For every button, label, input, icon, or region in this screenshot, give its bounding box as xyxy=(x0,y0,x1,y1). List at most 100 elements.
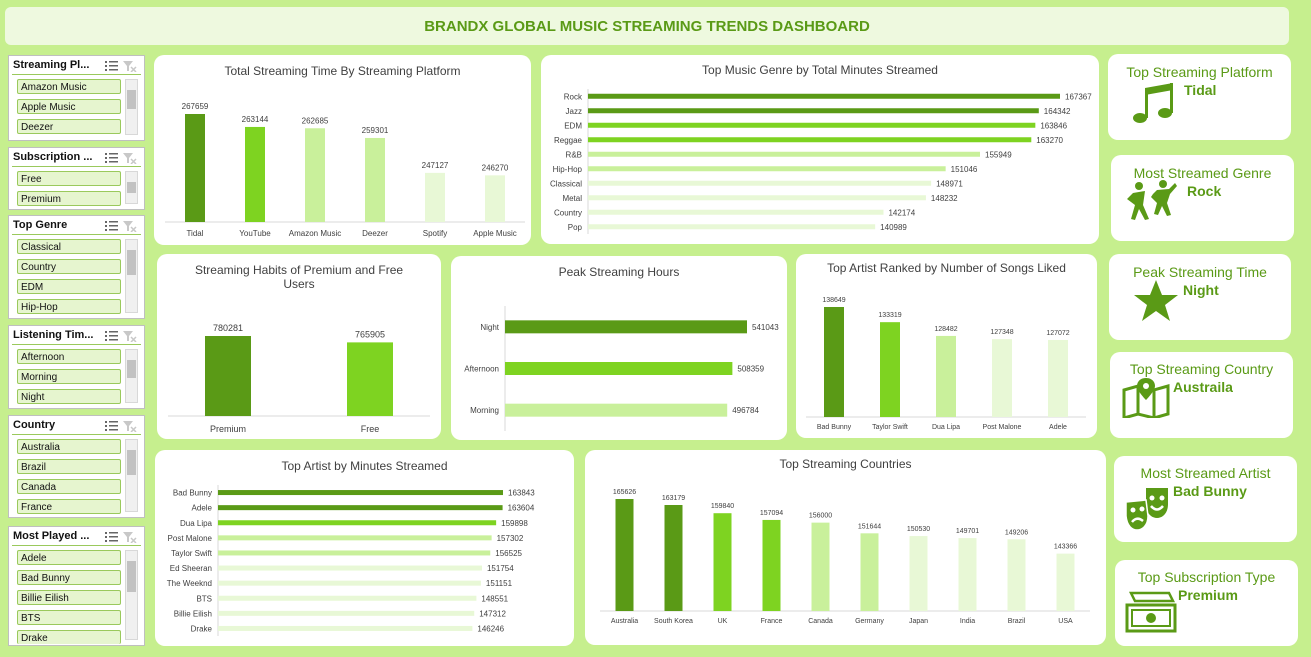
slicer-item-deezer[interactable]: Deezer xyxy=(17,119,121,134)
hours-chart-title: Peak Streaming Hours xyxy=(558,265,680,279)
scrollbar-thumb[interactable] xyxy=(127,561,136,592)
slicer-item-drake[interactable]: Drake xyxy=(17,630,121,644)
countries-value-label-uk: 159840 xyxy=(711,503,734,510)
slicer-scrollbar[interactable] xyxy=(125,550,138,640)
slicer-subscription[interactable]: Subscription ... Free Premium xyxy=(8,147,145,210)
slicer-scrollbar[interactable] xyxy=(125,349,138,403)
slicer-top-genre[interactable]: Top Genre Classical Country EDM Hip-Hop xyxy=(8,215,145,319)
countries-bar-brazil xyxy=(1007,539,1026,611)
countries-bar-japan xyxy=(909,536,928,611)
scrollbar-thumb[interactable] xyxy=(127,360,136,379)
scrollbar-thumb[interactable] xyxy=(127,90,136,109)
countries-bar-canada xyxy=(811,522,830,611)
genre-value-label-classical: 148971 xyxy=(936,179,963,188)
hours-category-label-morning: Morning xyxy=(470,406,499,415)
slicer-scrollbar[interactable] xyxy=(125,239,138,313)
countries-chart: 165626 Australia 163179 South Korea 159840 UK… xyxy=(600,489,1090,625)
slicer-most-played[interactable]: Most Played ... Adele Bad Bunny Billie Eili… xyxy=(8,526,145,646)
kpi-top-genre-value: Rock xyxy=(1187,183,1222,199)
countries-value-label-south-korea: 163179 xyxy=(662,495,685,502)
artist_minutes-bar-dua-lipa xyxy=(218,520,497,526)
slicer-item-classical[interactable]: Classical xyxy=(17,239,121,254)
dashboard-title: BRANDX GLOBAL MUSIC STREAMING TRENDS DAS… xyxy=(424,17,870,35)
scrollbar-thumb[interactable] xyxy=(127,182,136,193)
clear-filter-icon[interactable] xyxy=(123,330,137,342)
kpi-top-genre-title: Most Streamed Genre xyxy=(1133,165,1272,181)
platform-chart-card: Total Streaming Time By Streaming Platfo… xyxy=(154,55,531,245)
artist_minutes-category-label-ed-sheeran: Ed Sheeran xyxy=(170,564,212,573)
countries-bar-usa xyxy=(1056,553,1075,611)
clear-filter-icon[interactable] xyxy=(123,420,137,432)
scrollbar-thumb[interactable] xyxy=(127,250,136,276)
dashboard-title-bar: BRANDX GLOBAL MUSIC STREAMING TRENDS DAS… xyxy=(5,7,1289,45)
slicer-item-afternoon[interactable]: Afternoon xyxy=(17,349,121,364)
slicer-item-night[interactable]: Night xyxy=(17,389,121,404)
countries-value-label-france: 157094 xyxy=(760,510,783,517)
countries-category-label-japan: Japan xyxy=(909,618,928,625)
artist_minutes-category-label-bad-bunny: Bad Bunny xyxy=(173,489,212,498)
genre-bar-r-b xyxy=(588,151,981,157)
multi-select-icon[interactable] xyxy=(105,60,119,72)
platform-value-label-spotify: 247127 xyxy=(422,161,449,170)
liked-bar-taylor-swift xyxy=(880,322,900,417)
multi-select-icon[interactable] xyxy=(105,152,119,164)
slicer-item-adele[interactable]: Adele xyxy=(17,550,121,565)
liked-bar-bad-bunny xyxy=(824,307,844,417)
artist-minutes-chart-title: Top Artist by Minutes Streamed xyxy=(281,459,448,473)
slicer-item-bts[interactable]: BTS xyxy=(17,610,121,625)
slicer-item-country[interactable]: Country xyxy=(17,259,121,274)
multi-select-icon[interactable] xyxy=(105,330,119,342)
kpi-top-platform-title: Top Streaming Platform xyxy=(1126,64,1273,80)
slicer-item-canada[interactable]: Canada xyxy=(17,479,121,494)
countries-bar-australia xyxy=(615,499,634,611)
artist_minutes-bar-the-weeknd xyxy=(218,580,481,586)
slicer-listening-tim[interactable]: Listening Tim... Afternoon Morning Night xyxy=(8,325,145,409)
clear-filter-icon[interactable] xyxy=(123,60,137,72)
slicer-item-apple-music[interactable]: Apple Music xyxy=(17,99,121,114)
multi-select-icon[interactable] xyxy=(105,220,119,232)
platform-chart-title: Total Streaming Time By Streaming Platfo… xyxy=(224,64,461,78)
multi-select-icon[interactable] xyxy=(105,420,119,432)
genre-category-label-rock: Rock xyxy=(564,92,583,101)
genre-bar-pop xyxy=(588,224,876,230)
slicer-scrollbar[interactable] xyxy=(125,439,138,512)
scrollbar-thumb[interactable] xyxy=(127,450,136,475)
slicer-streaming-pl[interactable]: Streaming Pl... Amazon Music Apple Music De… xyxy=(8,55,145,141)
genre-category-label-edm: EDM xyxy=(564,121,582,130)
slicer-title: Top Genre xyxy=(13,219,68,231)
slicer-item-australia[interactable]: Australia xyxy=(17,439,121,454)
clear-filter-icon[interactable] xyxy=(123,220,137,232)
artist-minutes-chart: Bad Bunny 163843 Adele 163604 Dua Lipa 159898… xyxy=(167,485,535,636)
hours-chart-card: Peak Streaming Hours Night 541043 Afternoo… xyxy=(451,256,787,440)
genre-value-label-jazz: 164342 xyxy=(1044,107,1071,116)
subscription-bar-premium xyxy=(205,336,251,416)
platform-category-label-youtube: YouTube xyxy=(239,229,271,238)
slicer-item-bad-bunny[interactable]: Bad Bunny xyxy=(17,570,121,585)
slicer-item-premium[interactable]: Premium xyxy=(17,191,121,206)
hours-value-label-night: 541043 xyxy=(752,323,779,332)
genre-chart-card: Top Music Genre by Total Minutes Streame… xyxy=(541,55,1099,244)
slicer-item-morning[interactable]: Morning xyxy=(17,369,121,384)
hours-value-label-afternoon: 508359 xyxy=(737,365,764,374)
slicer-item-brazil[interactable]: Brazil xyxy=(17,459,121,474)
genre-category-label-reggae: Reggae xyxy=(554,136,583,145)
slicer-item-billie-eilish[interactable]: Billie Eilish xyxy=(17,590,121,605)
clear-filter-icon[interactable] xyxy=(123,531,137,543)
slicer-item-france[interactable]: France xyxy=(17,499,121,514)
slicer-item-hip-hop[interactable]: Hip-Hop xyxy=(17,299,121,314)
genre-bar-reggae xyxy=(588,137,1032,143)
slicer-item-amazon-music[interactable]: Amazon Music xyxy=(17,79,121,94)
slicer-divider xyxy=(12,344,141,345)
slicer-scrollbar[interactable] xyxy=(125,79,138,135)
artist-minutes-chart-card: Top Artist by Minutes Streamed Bad Bunny… xyxy=(155,450,574,646)
slicer-country[interactable]: Country Australia Brazil Canada France xyxy=(8,415,145,518)
slicer-scrollbar[interactable] xyxy=(125,171,138,204)
genre-value-label-pop: 140989 xyxy=(880,223,907,232)
kpi-top-country-card: Top Streaming Country Austraila xyxy=(1110,352,1293,438)
kpi-top-subscription-card: Top Subscription Type Premium xyxy=(1115,560,1298,646)
multi-select-icon[interactable] xyxy=(105,531,119,543)
slicer-item-edm[interactable]: EDM xyxy=(17,279,121,294)
clear-filter-icon[interactable] xyxy=(123,152,137,164)
map-pin-icon xyxy=(1122,378,1170,418)
slicer-item-free[interactable]: Free xyxy=(17,171,121,186)
